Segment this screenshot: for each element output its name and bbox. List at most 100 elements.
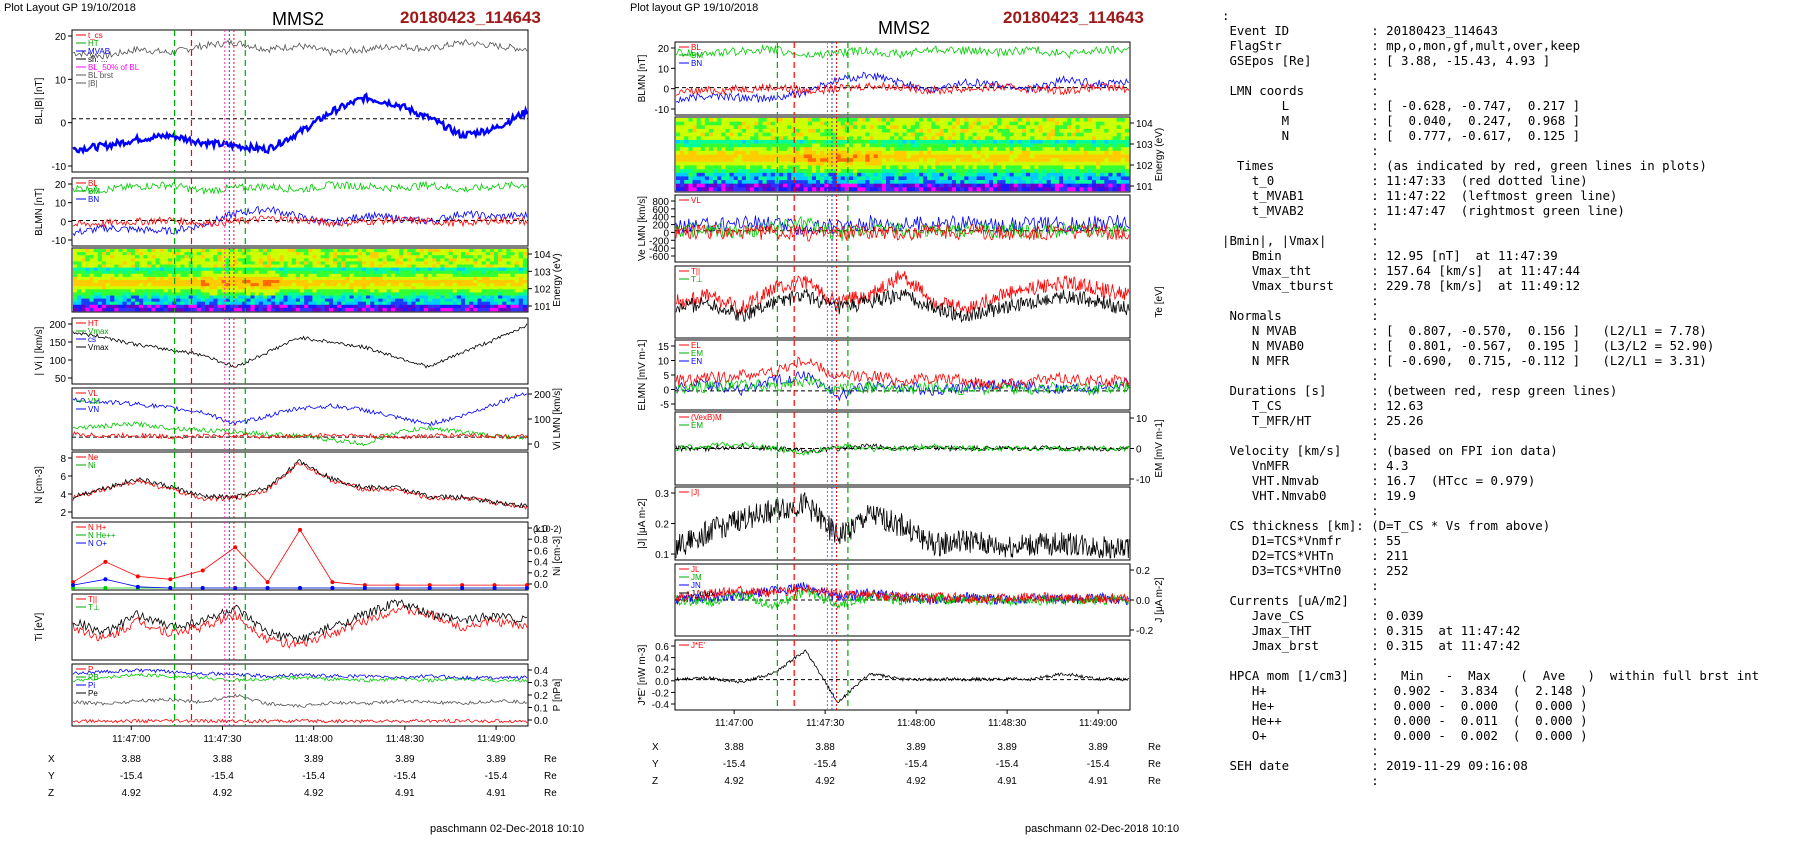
spectrogram-cell: [692, 187, 697, 192]
spectrogram-cell: [489, 273, 495, 278]
spectrogram-cell: [902, 187, 907, 192]
spectrogram-cell: [366, 292, 371, 296]
spectrogram-cell: [881, 128, 887, 133]
spectrogram-cell: [481, 283, 486, 287]
spectrogram-cell: [151, 249, 156, 253]
spectrogram-cell: [700, 158, 706, 163]
spectrogram-cell: [1046, 139, 1051, 144]
spectrogram-cell: [440, 301, 445, 306]
spectrogram-cell: [1096, 180, 1101, 184]
spectrogram-cell: [465, 252, 470, 256]
spectrogram-cell: [390, 298, 396, 302]
spectrogram-cell: [927, 154, 932, 159]
spectrogram-cell: [200, 264, 206, 268]
spectrogram-cell: [717, 180, 722, 184]
spectrogram-cell: [791, 180, 796, 184]
spectrogram-cell: [423, 267, 429, 271]
y-tick-label: -10: [52, 236, 67, 247]
spectrogram-cell: [254, 255, 259, 259]
spectrogram-cell: [312, 270, 317, 275]
spectrogram-cell: [407, 258, 412, 262]
spectrogram-cell: [374, 304, 379, 309]
spectrogram-cell: [283, 301, 288, 306]
spectrogram-cell: [713, 132, 718, 137]
spectrogram-cell: [155, 295, 160, 299]
spectrogram-cell: [147, 258, 152, 262]
spectrogram-cell: [927, 143, 932, 148]
spectrogram-cell: [1059, 136, 1064, 141]
spectrogram-cell: [291, 301, 297, 306]
spectrogram-cell: [229, 264, 235, 268]
spectrogram-cell: [853, 125, 858, 130]
spectrogram-cell: [989, 161, 994, 166]
spectrogram-cell: [976, 187, 981, 192]
spectrogram-cell: [989, 128, 994, 133]
spectrogram-cell: [399, 283, 404, 287]
spectrogram-cell: [337, 280, 342, 284]
spectrogram-cell: [262, 280, 268, 284]
spectrogram-cell: [750, 180, 755, 184]
legend-entry: HT: [88, 319, 99, 328]
spectrogram-cell: [910, 125, 916, 130]
spectrogram-cell: [295, 270, 301, 275]
spectrogram-cell: [382, 292, 387, 296]
spectrogram-cell: [1021, 128, 1027, 133]
spectrogram-cell: [972, 183, 977, 188]
spectrogram-cell: [762, 139, 767, 144]
spectrogram-cell: [415, 273, 420, 278]
spectrogram-cell: [993, 121, 998, 126]
spectrogram-cell: [337, 249, 342, 253]
spectrogram-cell: [465, 270, 470, 275]
spectrogram-cell: [750, 147, 755, 152]
spectrogram-cell: [192, 270, 198, 275]
spectrogram-cell: [976, 125, 981, 130]
spectrogram-cell: [824, 150, 829, 155]
spectrogram-cell: [717, 154, 722, 159]
spectrogram-cell: [886, 118, 891, 122]
spectrogram-cell: [134, 307, 140, 312]
spectrogram-cell: [729, 128, 734, 133]
y-axis-label: N [cm-3]: [34, 466, 45, 504]
spectrogram-cell: [378, 298, 383, 302]
spectrogram-cell: [824, 121, 829, 126]
spectrogram-cell: [407, 295, 412, 299]
spectrogram-cell: [118, 298, 123, 302]
spectrogram-cell: [209, 283, 214, 287]
spectrogram-cell: [914, 143, 920, 148]
spectrogram-cell: [502, 261, 507, 265]
spectrogram-cell: [758, 121, 763, 126]
spectrogram-cell: [506, 249, 511, 253]
spectrogram-cell: [134, 267, 140, 271]
spectrogram-cell: [704, 161, 710, 166]
spectrogram-cell: [258, 249, 264, 253]
spectrogram-cell: [300, 270, 305, 275]
spectrogram-cell: [1083, 121, 1089, 126]
spectrogram-cell: [947, 128, 953, 133]
spectrogram-cell: [320, 276, 325, 281]
spectrogram-cell: [1087, 154, 1093, 159]
spectrogram-cell: [242, 307, 247, 312]
spectrogram-cell: [184, 304, 189, 309]
spectrogram-cell: [704, 154, 710, 159]
spectrogram-cell: [225, 298, 231, 302]
panel-6: 0.30.20.1|J| [μA m-2]|J|: [637, 486, 1131, 561]
spectrogram-cell: [427, 307, 433, 312]
spectrogram-cell: [213, 292, 218, 296]
spectrogram-cell: [886, 139, 891, 144]
spectrogram-cell: [960, 180, 965, 184]
data-point: [103, 577, 108, 582]
spectrogram-cell: [167, 301, 173, 306]
spectrogram-cell: [811, 154, 817, 159]
spectrogram-cell: [477, 298, 482, 302]
spectrogram-cell: [246, 301, 251, 306]
spectrogram-cell: [452, 304, 458, 309]
spectrogram-cell: [461, 264, 466, 268]
spectrogram-cell: [927, 158, 932, 163]
spectrogram-cell: [984, 176, 990, 181]
spectrogram-cell: [494, 264, 499, 268]
spectrogram-cell: [465, 292, 470, 296]
spectrogram-cell: [114, 252, 119, 256]
spectrogram-cell: [394, 289, 400, 293]
spectrogram-cell: [972, 121, 977, 126]
